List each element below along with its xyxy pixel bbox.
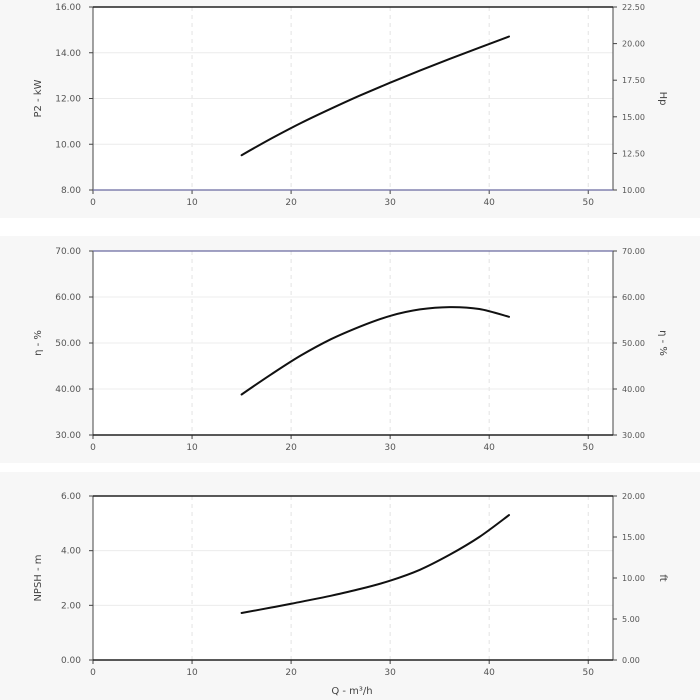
y-axis-title: NPSH - m bbox=[33, 554, 44, 601]
y-tick-label: 4.00 bbox=[61, 547, 81, 557]
y-right-tick-label: 15.00 bbox=[622, 533, 645, 542]
y-right-tick-label: 50.00 bbox=[622, 339, 645, 348]
x-tick-label: 40 bbox=[483, 198, 495, 208]
x-tick-label: 50 bbox=[583, 668, 595, 678]
x-tick-label: 20 bbox=[285, 443, 297, 453]
y-right-tick-label: 10.00 bbox=[622, 186, 645, 195]
y-right-tick-label: 30.00 bbox=[622, 431, 645, 440]
x-tick-label: 30 bbox=[384, 668, 396, 678]
y-right-tick-label: 15.00 bbox=[622, 113, 645, 122]
y-right-tick-label: 70.00 bbox=[622, 247, 645, 256]
chart-panel-2: 0 10 20 30 40 50 30.00 40.00 50.00 60.00 70.00 30.0… bbox=[0, 236, 700, 463]
y-right-axis-title: ft bbox=[657, 574, 668, 581]
y-tick-label: 2.00 bbox=[61, 601, 81, 611]
y-right-tick-label: 20.00 bbox=[622, 492, 645, 501]
y-right-tick-label: 17.50 bbox=[622, 76, 645, 85]
x-tick-label: 0 bbox=[90, 198, 96, 208]
y-axis-title: P2 - kW bbox=[33, 79, 44, 117]
x-tick-label: 0 bbox=[90, 443, 96, 453]
y-right-tick-label: 60.00 bbox=[622, 293, 645, 302]
y-right-axis-title: Hp bbox=[657, 92, 668, 106]
x-tick-label: 30 bbox=[384, 198, 396, 208]
plot-area bbox=[93, 496, 613, 660]
x-tick-label: 10 bbox=[186, 668, 198, 678]
x-tick-label: 30 bbox=[384, 443, 396, 453]
y-tick-label: 0.00 bbox=[61, 656, 81, 666]
x-tick-label: 50 bbox=[583, 198, 595, 208]
y-tick-label: 12.00 bbox=[55, 95, 81, 105]
y-tick-label: 8.00 bbox=[61, 186, 81, 196]
x-tick-label: 20 bbox=[285, 198, 297, 208]
x-tick-label: 0 bbox=[90, 668, 96, 678]
y-tick-label: 50.00 bbox=[55, 339, 81, 349]
series-line bbox=[240, 35, 510, 157]
y-tick-label: 10.00 bbox=[55, 140, 81, 150]
y-right-tick-label: 40.00 bbox=[622, 385, 645, 394]
chart-panel-3: 0 10 20 30 40 50 0.00 2.00 4.00 6.00 0.00 5.00 10.00… bbox=[0, 472, 700, 700]
y-right-tick-label: 20.00 bbox=[622, 40, 645, 49]
y-axis-title: η - % bbox=[33, 330, 44, 356]
y-tick-label: 14.00 bbox=[55, 49, 81, 59]
series-line bbox=[240, 514, 510, 614]
y-right-tick-label: 12.50 bbox=[622, 149, 645, 158]
y-right-tick-label: 10.00 bbox=[622, 574, 645, 583]
chart-panel-1: 0 10 20 30 40 50 8.00 10.00 12.00 14.00 16.00 10.00… bbox=[0, 0, 700, 218]
x-tick-label: 40 bbox=[483, 443, 495, 453]
x-tick-label: 40 bbox=[483, 668, 495, 678]
x-tick-label: 20 bbox=[285, 668, 297, 678]
x-tick-label: 50 bbox=[583, 443, 595, 453]
x-axis-title: Q - m³/h bbox=[331, 686, 372, 697]
y-tick-label: 60.00 bbox=[55, 293, 81, 303]
x-tick-label: 10 bbox=[186, 198, 198, 208]
y-tick-label: 70.00 bbox=[55, 247, 81, 257]
y-right-tick-label: 22.50 bbox=[622, 3, 645, 12]
x-tick-label: 10 bbox=[186, 443, 198, 453]
y-tick-label: 16.00 bbox=[55, 3, 81, 13]
y-tick-label: 6.00 bbox=[61, 492, 81, 502]
series-line bbox=[240, 306, 510, 396]
y-right-tick-label: 5.00 bbox=[622, 615, 640, 624]
y-right-axis-title: η - % bbox=[657, 330, 668, 356]
y-tick-label: 40.00 bbox=[55, 385, 81, 395]
y-right-tick-label: 0.00 bbox=[622, 656, 640, 665]
y-tick-label: 30.00 bbox=[55, 431, 81, 441]
